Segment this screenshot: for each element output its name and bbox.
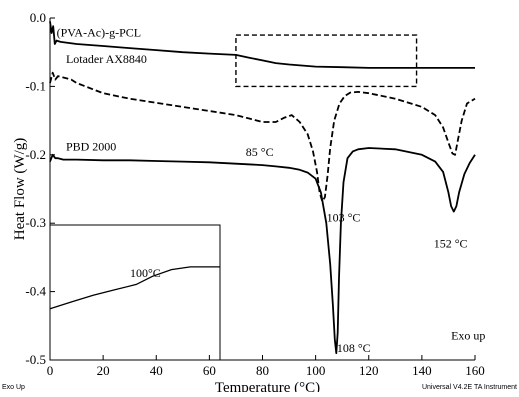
x-tick-label: 0 xyxy=(47,363,54,378)
x-tick-label: 120 xyxy=(359,363,379,378)
x-tick-label: 100 xyxy=(306,363,326,378)
zoom-box-layer xyxy=(235,34,418,88)
axes-layer: 0 20 40 60 80 100 120 140 160 0.0 -0.1 -0.2 -0.3 -0.4… xyxy=(25,10,484,378)
peak-annotation: 85 °C xyxy=(246,145,274,159)
x-tick-label: 60 xyxy=(203,363,216,378)
zoom-box xyxy=(235,34,418,88)
peak-annotation: 108 °C xyxy=(337,341,371,355)
y-tick-label: -0.2 xyxy=(25,147,46,162)
peak-annotation: 152 °C xyxy=(434,237,468,251)
footer-right-note: Universal V4.2E TA Instrument xyxy=(422,384,517,391)
inset-layer: 100°C xyxy=(49,224,221,361)
footer-left-note: Exo Up xyxy=(2,384,25,391)
x-tick-label: 160 xyxy=(465,363,485,378)
y-tick-label: -0.5 xyxy=(25,352,46,367)
series-name-label: PBD 2000 xyxy=(66,140,116,154)
y-axis-title: Heat Flow (W/g) xyxy=(12,138,28,240)
x-tick-label: 140 xyxy=(412,363,432,378)
y-tick-label: -0.1 xyxy=(25,78,46,93)
peak-annotation: Exo up xyxy=(451,328,485,342)
series-name-label: Lotader AX8840 xyxy=(66,52,147,66)
inset-curve xyxy=(49,266,220,310)
y-tick-label: 0.0 xyxy=(30,10,46,25)
series-layer xyxy=(49,21,476,355)
x-tick-label: 40 xyxy=(150,363,163,378)
x-axis-title: Temperature (°C) xyxy=(215,380,320,392)
series-name-label: (PVA-Ac)-g-PCL xyxy=(57,25,141,39)
x-tick-label: 80 xyxy=(256,363,269,378)
y-tick-label: -0.4 xyxy=(25,284,46,299)
inset-label: 100°C xyxy=(130,266,161,280)
peak-annotation: 103 °C xyxy=(327,210,361,224)
x-tick-label: 20 xyxy=(97,363,110,378)
series-line-1 xyxy=(49,71,476,203)
inset-frame xyxy=(49,224,221,361)
y-tick-label: -0.3 xyxy=(25,215,46,230)
series-line-2 xyxy=(49,147,476,355)
series-line-0 xyxy=(49,21,475,69)
